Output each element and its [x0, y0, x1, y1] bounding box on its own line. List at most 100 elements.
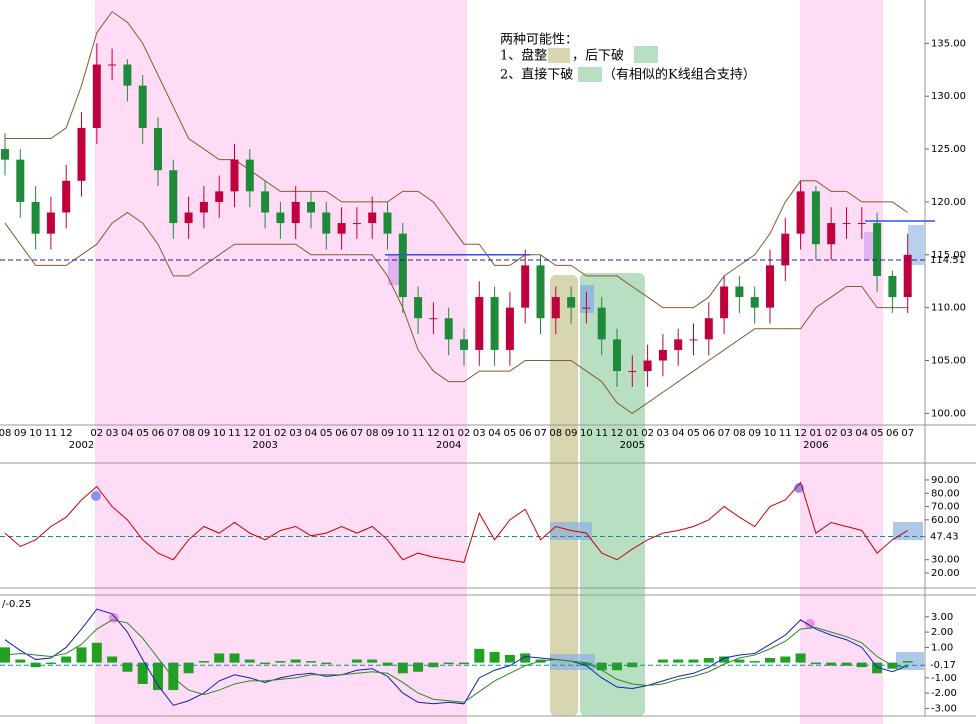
annotation-text: 1、盘整: [500, 48, 547, 64]
x-tick-label: 04: [121, 428, 134, 439]
x-tick-label: 02: [90, 428, 103, 439]
candle-body: [154, 127, 162, 171]
candle-body: [505, 307, 514, 350]
x-tick-label: 05: [136, 428, 149, 439]
histogram-bar: [351, 659, 362, 663]
x-tick-label: 02: [641, 428, 654, 439]
legend-swatch: [634, 46, 658, 63]
histogram-bar: [780, 656, 791, 663]
candle-body: [444, 318, 453, 340]
histogram-bar: [137, 662, 148, 684]
candle-body: [888, 275, 897, 298]
candle-body: [643, 360, 652, 372]
histogram-bar: [45, 662, 56, 665]
x-tick-label: 08: [366, 428, 379, 439]
x-tick-label: 06: [152, 428, 165, 439]
year-label: 2006: [803, 440, 828, 451]
x-tick-label: 10: [764, 428, 777, 439]
rsi-line: [4, 481, 908, 563]
histogram-bar: [520, 653, 531, 663]
x-tick-label: 06: [886, 428, 899, 439]
candle-body: [903, 254, 912, 298]
legend-swatch: [548, 48, 570, 63]
x-tick-label: 12: [427, 428, 440, 439]
histogram-bar: [260, 662, 271, 665]
x-tick-label: 11: [45, 428, 58, 439]
candle-body: [92, 64, 101, 128]
candle-body: [674, 339, 683, 350]
reference-label: -0.17: [930, 660, 956, 671]
candle-body: [169, 170, 178, 224]
histogram-bar: [810, 662, 821, 665]
reference-label: 114.51: [930, 255, 965, 266]
histogram-bar: [244, 659, 255, 663]
candle-body: [735, 286, 744, 298]
candle-body: [138, 85, 147, 128]
y-tick-label: 90.00: [931, 475, 960, 486]
y-tick-label: -3.00: [931, 703, 957, 714]
mark-dot: [91, 491, 101, 501]
x-tick-label: 07: [534, 428, 547, 439]
candle-body: [567, 297, 576, 308]
x-tick-label: 10: [580, 428, 593, 439]
x-tick-label: 04: [305, 428, 318, 439]
candle-body: [230, 159, 239, 192]
y-tick-label: 120.00: [931, 197, 966, 208]
annotation-text: 2、直接下破: [500, 67, 573, 83]
candle-body: [276, 212, 285, 224]
histogram-bar: [657, 659, 668, 663]
candle-body: [307, 201, 315, 213]
histogram-bar: [290, 659, 301, 663]
candle-body: [337, 223, 346, 234]
histogram-bar: [321, 662, 332, 665]
histogram-bar: [382, 662, 393, 666]
macd-line: [4, 619, 908, 703]
pink-zone: [95, 0, 467, 724]
candle-body: [781, 233, 790, 266]
candle-body: [857, 223, 866, 225]
candle-body: [291, 201, 300, 224]
candle-body: [613, 339, 621, 372]
candle-body: [689, 339, 698, 341]
x-tick-label: 10: [29, 428, 42, 439]
histogram-bar: [703, 658, 714, 663]
x-tick-label: 12: [243, 428, 256, 439]
x-tick-label: 01: [442, 428, 455, 439]
histogram-bar: [795, 653, 806, 663]
histogram-bar: [413, 662, 424, 672]
x-tick-label: 12: [60, 428, 73, 439]
x-tick-label: 10: [213, 428, 226, 439]
candle-body: [429, 318, 438, 320]
histogram-bar: [504, 654, 515, 663]
x-tick-label: 10: [396, 428, 409, 439]
x-tick-label: 07: [167, 428, 180, 439]
candle-body: [261, 191, 270, 213]
y-tick-label: 3.00: [931, 612, 953, 623]
y-tick-label: 115.00: [931, 250, 966, 261]
candle-body: [352, 223, 361, 225]
green-zone: [580, 273, 645, 716]
candle-body: [414, 297, 423, 319]
annotation-text: （有相似的K线组合支持）: [603, 67, 756, 83]
histogram-bar: [474, 648, 485, 663]
candle-body: [658, 349, 667, 361]
x-tick-label: 05: [687, 428, 700, 439]
x-tick-label: 08: [733, 428, 746, 439]
histogram-bar: [367, 659, 378, 663]
candle-body: [368, 212, 377, 224]
candle-body: [873, 223, 882, 276]
x-tick-label: 09: [565, 428, 578, 439]
legend-swatch: [578, 67, 602, 82]
candle-body: [490, 297, 499, 350]
annotation-text: ，后下破: [572, 49, 624, 64]
histogram-bar: [489, 651, 500, 663]
candle-body: [31, 201, 40, 234]
year-label: 2003: [252, 440, 277, 451]
band-line: [4, 211, 908, 414]
candle-body: [215, 191, 224, 202]
y-tick-label: 80.00: [931, 488, 960, 499]
candle-body: [796, 191, 805, 234]
candle-body: [582, 307, 591, 309]
